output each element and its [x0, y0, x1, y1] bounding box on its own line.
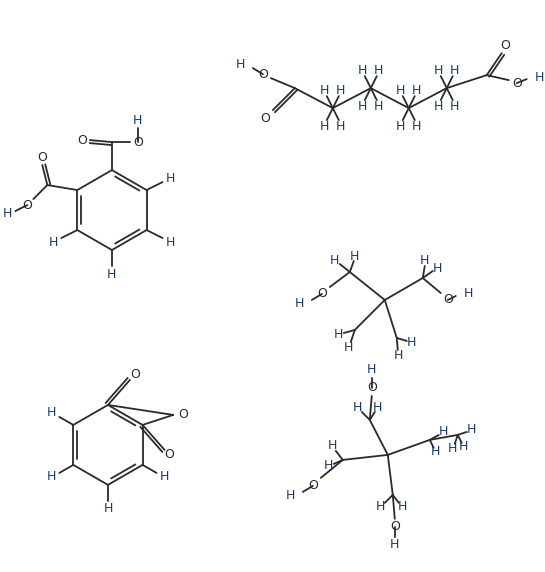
Text: H: H	[353, 402, 362, 415]
Text: H: H	[376, 500, 385, 514]
Text: H: H	[103, 502, 113, 515]
Text: H: H	[235, 58, 245, 70]
Text: O: O	[77, 134, 87, 146]
Text: O: O	[367, 382, 377, 395]
Text: O: O	[317, 288, 327, 300]
Text: H: H	[467, 423, 476, 436]
Text: H: H	[166, 172, 175, 185]
Text: H: H	[330, 253, 340, 267]
Text: O: O	[260, 112, 270, 125]
Text: H: H	[47, 407, 56, 419]
Text: H: H	[320, 120, 330, 133]
Text: H: H	[358, 100, 367, 113]
Text: H: H	[412, 84, 421, 97]
Text: H: H	[294, 297, 304, 311]
Text: H: H	[320, 84, 330, 97]
Text: H: H	[431, 446, 440, 458]
Text: H: H	[420, 253, 429, 267]
Text: H: H	[433, 261, 443, 275]
Text: H: H	[336, 84, 346, 97]
Text: O: O	[178, 408, 188, 422]
Text: H: H	[367, 363, 377, 376]
Text: H: H	[450, 63, 459, 77]
Text: O: O	[165, 448, 174, 462]
Text: H: H	[328, 439, 337, 452]
Text: O: O	[500, 39, 510, 51]
Text: H: H	[390, 538, 399, 551]
Text: H: H	[398, 500, 408, 514]
Text: H: H	[412, 120, 421, 133]
Text: H: H	[350, 249, 360, 263]
Text: H: H	[396, 84, 405, 97]
Text: H: H	[47, 470, 56, 483]
Text: H: H	[107, 268, 117, 280]
Text: H: H	[374, 63, 384, 77]
Text: H: H	[49, 236, 58, 248]
Text: H: H	[286, 490, 295, 502]
Text: O: O	[512, 77, 522, 90]
Text: H: H	[407, 336, 416, 349]
Text: O: O	[390, 521, 399, 533]
Text: H: H	[344, 341, 354, 355]
Text: H: H	[166, 236, 175, 248]
Text: H: H	[396, 120, 405, 133]
Text: H: H	[434, 100, 444, 113]
Text: H: H	[439, 426, 449, 438]
Text: O: O	[130, 368, 140, 382]
Text: O: O	[258, 67, 268, 81]
Text: O: O	[38, 150, 47, 164]
Text: H: H	[3, 206, 12, 220]
Text: H: H	[394, 349, 403, 363]
Text: H: H	[535, 70, 544, 84]
Text: H: H	[336, 120, 346, 133]
Text: H: H	[373, 402, 383, 415]
Text: H: H	[133, 114, 143, 126]
Text: H: H	[324, 459, 334, 472]
Text: H: H	[459, 440, 468, 454]
Text: H: H	[450, 100, 459, 113]
Text: O: O	[133, 136, 143, 149]
Text: H: H	[464, 288, 473, 300]
Text: H: H	[448, 442, 457, 455]
Text: H: H	[434, 63, 444, 77]
Text: O: O	[308, 479, 318, 492]
Text: H: H	[358, 63, 367, 77]
Text: O: O	[22, 198, 32, 212]
Text: H: H	[374, 100, 384, 113]
Text: H: H	[160, 470, 169, 483]
Text: O: O	[443, 293, 453, 307]
Text: H: H	[334, 328, 343, 341]
